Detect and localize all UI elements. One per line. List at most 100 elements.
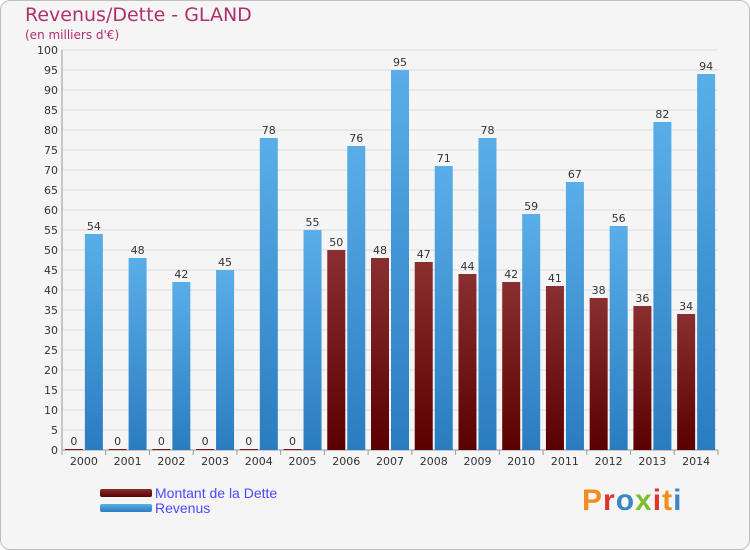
revenus-data-label: 55 xyxy=(306,216,320,229)
revenus-data-label: 78 xyxy=(262,124,276,137)
y-tick-label: 35 xyxy=(44,304,58,317)
y-tick-label: 40 xyxy=(44,284,58,297)
revenus-bar xyxy=(303,230,322,450)
debt-bar xyxy=(458,274,477,450)
y-tick-label: 45 xyxy=(44,264,58,277)
x-tick-label: 2001 xyxy=(114,455,142,468)
x-tick-label: 2012 xyxy=(595,455,623,468)
x-tick-label: 2009 xyxy=(463,455,491,468)
y-tick-label: 80 xyxy=(44,124,58,137)
y-tick-label: 70 xyxy=(44,164,58,177)
legend-label-debt: Montant de la Dette xyxy=(155,485,278,501)
legend-swatch-revenus xyxy=(100,504,152,512)
y-tick-label: 5 xyxy=(51,424,58,437)
debt-data-label: 0 xyxy=(289,435,296,448)
revenus-data-label: 54 xyxy=(87,220,101,233)
revenus-bar xyxy=(391,70,409,450)
x-tick-label: 2006 xyxy=(332,455,360,468)
debt-data-label: 48 xyxy=(373,244,387,257)
y-tick-label: 75 xyxy=(44,144,58,157)
x-tick-label: 2000 xyxy=(70,455,98,468)
x-tick-label: 2005 xyxy=(289,455,317,468)
y-tick-label: 85 xyxy=(44,104,58,117)
debt-bar xyxy=(283,449,302,450)
debt-data-label: 41 xyxy=(548,272,562,285)
y-tick-label: 90 xyxy=(44,84,58,97)
debt-data-label: 42 xyxy=(504,268,518,281)
revenus-data-label: 82 xyxy=(655,108,669,121)
debt-bar xyxy=(64,449,83,450)
logo-letter: x xyxy=(635,484,653,517)
revenus-bar xyxy=(697,74,716,450)
debt-data-label: 44 xyxy=(460,260,474,273)
legend-label-revenus: Revenus xyxy=(155,500,211,516)
debt-data-label: 0 xyxy=(70,435,77,448)
debt-bar xyxy=(239,449,258,450)
y-tick-label: 95 xyxy=(44,64,58,77)
logo-letter: P xyxy=(582,484,604,517)
revenus-data-label: 67 xyxy=(568,168,582,181)
debt-data-label: 38 xyxy=(592,284,606,297)
revenus-bar xyxy=(522,214,541,450)
y-tick-label: 55 xyxy=(44,224,58,237)
x-tick-label: 2014 xyxy=(682,455,710,468)
logo-letter: i xyxy=(652,484,663,517)
revenus-bar xyxy=(84,234,103,450)
debt-bar xyxy=(108,449,127,450)
x-tick-label: 2011 xyxy=(551,455,579,468)
revenus-data-label: 59 xyxy=(524,200,538,213)
debt-bar xyxy=(414,262,433,450)
revenus-bar xyxy=(653,122,672,450)
revenus-data-label: 78 xyxy=(480,124,494,137)
debt-data-label: 34 xyxy=(679,300,693,313)
revenus-data-label: 56 xyxy=(612,212,626,225)
debt-data-label: 50 xyxy=(329,236,343,249)
x-tick-label: 2003 xyxy=(201,455,229,468)
logo-letter: o xyxy=(615,484,636,517)
debt-bar xyxy=(152,449,171,450)
y-tick-label: 25 xyxy=(44,344,58,357)
chart-subtitle: (en milliers d'€) xyxy=(25,28,120,42)
revenus-bar xyxy=(434,166,453,450)
debt-bar xyxy=(327,250,346,450)
x-tick-label: 2013 xyxy=(638,455,666,468)
debt-bar xyxy=(633,306,652,450)
debt-bar xyxy=(545,286,564,450)
y-tick-label: 65 xyxy=(44,184,58,197)
proxiti-logo: Proxiti xyxy=(582,484,682,518)
debt-data-label: 36 xyxy=(635,292,649,305)
y-tick-label: 100 xyxy=(37,44,58,57)
revenus-data-label: 71 xyxy=(437,152,451,165)
y-tick-label: 50 xyxy=(44,244,58,257)
debt-bar xyxy=(196,449,215,450)
debt-bar xyxy=(677,314,696,450)
y-tick-label: 10 xyxy=(44,404,58,417)
debt-data-label: 0 xyxy=(114,435,121,448)
logo-letter: i xyxy=(673,484,683,517)
chart-title: Revenus/Dette - GLAND xyxy=(25,4,252,26)
revenus-data-label: 76 xyxy=(349,132,363,145)
x-tick-label: 2002 xyxy=(157,455,185,468)
y-tick-label: 60 xyxy=(44,204,58,217)
revenus-bar xyxy=(347,146,366,450)
revenus-bar xyxy=(172,282,191,450)
logo-letter: t xyxy=(662,484,674,517)
y-tick-label: 15 xyxy=(44,384,58,397)
x-tick-label: 2008 xyxy=(420,455,448,468)
debt-bar xyxy=(589,298,608,450)
x-tick-label: 2010 xyxy=(507,455,535,468)
revenus-bar xyxy=(128,258,147,450)
revenus-bar xyxy=(216,270,235,450)
revenus-data-label: 45 xyxy=(218,256,232,269)
legend-swatch-debt xyxy=(100,489,152,497)
debt-data-label: 0 xyxy=(245,435,252,448)
y-tick-label: 0 xyxy=(51,444,58,457)
revenus-data-label: 48 xyxy=(131,244,145,257)
revenus-data-label: 95 xyxy=(393,56,407,69)
debt-data-label: 0 xyxy=(202,435,209,448)
logo-letter: r xyxy=(603,484,616,517)
debt-data-label: 47 xyxy=(417,248,431,261)
debt-bar xyxy=(502,282,521,450)
revenus-bar xyxy=(565,182,584,450)
